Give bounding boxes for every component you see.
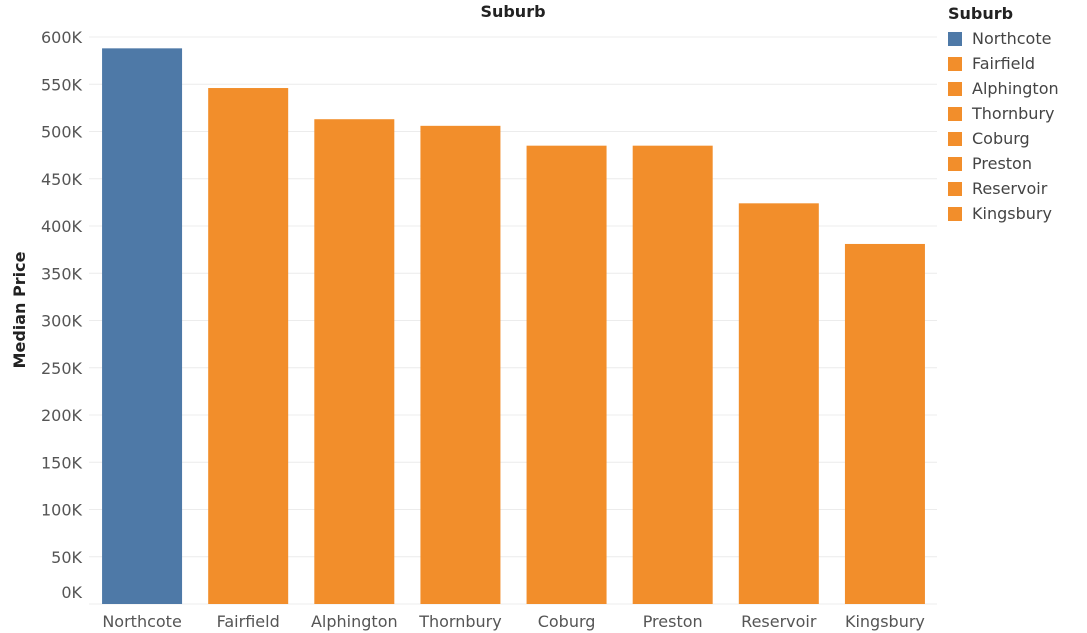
x-axis-categories: Northcote Fairfield Alphington Thornbury Cob… — [102, 612, 925, 631]
legend-swatch — [948, 106, 962, 121]
bars — [102, 48, 925, 605]
x-tick-label: Coburg — [538, 612, 596, 631]
bar-alphington — [314, 119, 395, 604]
bar-preston — [632, 145, 713, 605]
legend-label: Coburg — [972, 129, 1030, 148]
y-tick-label: 450K — [41, 170, 83, 189]
x-tick-label: Preston — [643, 612, 703, 631]
legend-label: Thornbury — [972, 104, 1055, 123]
x-tick-label: Kingsbury — [845, 612, 925, 631]
bar-kingsbury — [844, 243, 925, 604]
legend-swatch — [948, 131, 962, 146]
legend-item[interactable]: Coburg — [948, 126, 1083, 151]
y-tick-label: 400K — [41, 217, 83, 236]
bar-fairfield — [208, 88, 289, 604]
legend-label: Preston — [972, 154, 1032, 173]
x-tick-label: Northcote — [102, 612, 181, 631]
legend-label: Fairfield — [972, 54, 1036, 73]
legend-swatch — [948, 31, 962, 46]
legend-swatch — [948, 156, 962, 171]
bar-northcote — [102, 48, 183, 604]
legend-item[interactable]: Alphington — [948, 76, 1083, 101]
x-tick-label: Fairfield — [217, 612, 280, 631]
y-axis-label: Median Price — [10, 251, 29, 368]
legend-item[interactable]: Fairfield — [948, 51, 1083, 76]
x-tick-label: Thornbury — [418, 612, 501, 631]
y-tick-label: 50K — [51, 548, 82, 567]
x-tick-label: Alphington — [311, 612, 398, 631]
y-axis-ticks: 0K 50K 100K 150K 200K 250K 300K 350K 400K 450K 500… — [41, 28, 83, 602]
legend-item[interactable]: Thornbury — [948, 101, 1083, 126]
bar-thornbury — [420, 125, 501, 604]
legend-label: Northcote — [972, 29, 1052, 48]
y-tick-label: 300K — [41, 312, 83, 331]
legend-item[interactable]: Preston — [948, 151, 1083, 176]
bar-coburg — [526, 145, 607, 605]
legend-item[interactable]: Northcote — [948, 26, 1083, 51]
legend-label: Alphington — [972, 79, 1059, 98]
bar-reservoir — [738, 203, 819, 604]
y-tick-label: 550K — [41, 75, 83, 94]
y-tick-label: 200K — [41, 406, 83, 425]
legend: Suburb Northcote Fairfield Alphington Thorn… — [948, 4, 1083, 226]
legend-item[interactable]: Kingsbury — [948, 201, 1083, 226]
y-tick-label: 350K — [41, 264, 83, 283]
y-tick-label: 100K — [41, 501, 83, 520]
y-tick-label: 0K — [61, 583, 82, 602]
y-tick-label: 250K — [41, 359, 83, 378]
chart-title: Suburb — [480, 2, 545, 21]
legend-swatch — [948, 56, 962, 71]
legend-label: Reservoir — [972, 179, 1048, 198]
y-tick-label: 600K — [41, 28, 83, 47]
legend-swatch — [948, 181, 962, 196]
legend-item[interactable]: Reservoir — [948, 176, 1083, 201]
x-tick-label: Reservoir — [741, 612, 817, 631]
legend-items: Northcote Fairfield Alphington Thornbury Cob… — [948, 26, 1083, 226]
y-tick-label: 500K — [41, 123, 83, 142]
bar-chart: Suburb 0K 50K 100K 150K 200K 250K 300K 350K 400K… — [10, 2, 937, 631]
legend-swatch — [948, 206, 962, 221]
legend-swatch — [948, 81, 962, 96]
legend-label: Kingsbury — [972, 204, 1052, 223]
legend-title: Suburb — [948, 4, 1014, 23]
y-tick-label: 150K — [41, 453, 83, 472]
